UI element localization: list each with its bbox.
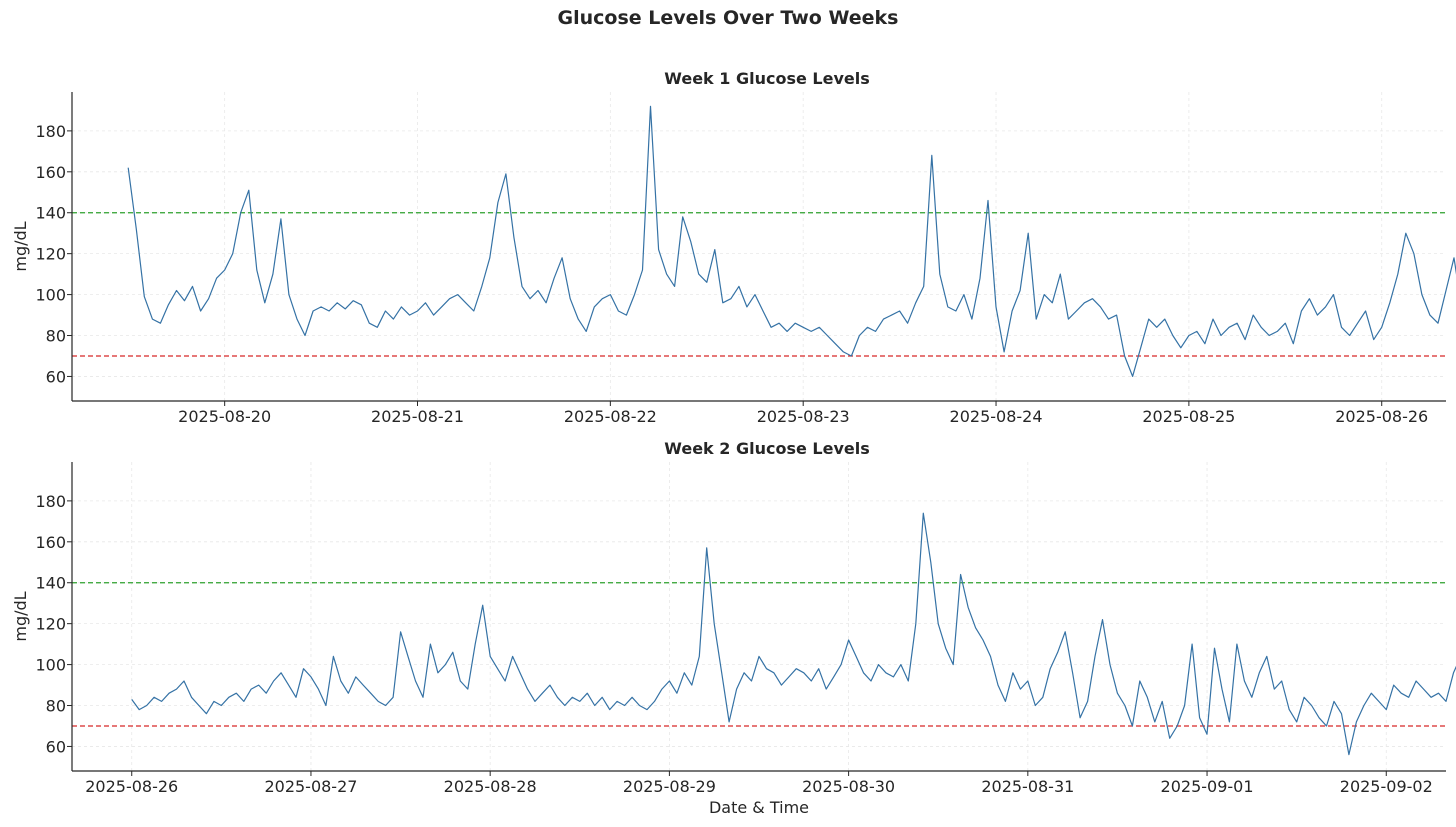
x-tick-label: 2025-08-29 [623,777,716,796]
x-tick-label: 2025-08-25 [1142,407,1235,426]
x-tick-label: 2025-08-22 [564,407,657,426]
x-tick-label: 2025-09-02 [1340,777,1433,796]
y-tick-label: 160 [35,163,66,182]
y-tick-label: 140 [35,204,66,223]
x-tick-label: 2025-08-30 [802,777,895,796]
x-tick-label: 2025-08-31 [981,777,1074,796]
glucose-series-line [127,105,1456,377]
y-tick-label: 180 [35,122,66,141]
y-tick-label: 100 [35,656,66,675]
figure-title: Glucose Levels Over Two Weeks [557,7,899,29]
y-tick-label: 80 [46,697,66,716]
x-tick-label: 2025-08-27 [264,777,357,796]
y-tick-label: 100 [35,286,66,305]
y-tick-label: 60 [46,367,66,386]
x-tick-label: 2025-08-20 [178,407,271,426]
x-tick-label: 2025-08-23 [757,407,850,426]
y-tick-label: 180 [35,492,66,511]
x-tick-label: 2025-08-26 [1335,407,1428,426]
x-tick-label: 2025-08-28 [444,777,537,796]
x-tick-label: 2025-08-24 [950,407,1043,426]
y-tick-label: 80 [46,327,66,346]
y-tick-label: 120 [35,615,66,634]
glucose-series-line [131,512,1456,756]
chart-panel-2: 60 80 100 120 140 160 180 2025-08-26 2025-08-27 2… [11,439,1456,817]
y-tick-label: 60 [46,737,66,756]
x-axis-label: Date & Time [709,798,809,817]
x-tick-label: 2025-08-21 [371,407,464,426]
y-tick-label: 140 [35,574,66,593]
chart-panel-1: 60 80 100 120 140 160 180 2025-08-20 2025-08-21 2… [11,69,1456,426]
panel-title: Week 2 Glucose Levels [664,439,869,458]
x-tick-label: 2025-08-26 [85,777,178,796]
y-tick-label: 120 [35,245,66,264]
x-tick-label: 2025-09-01 [1161,777,1254,796]
y-tick-label: 160 [35,533,66,552]
panel-title: Week 1 Glucose Levels [664,69,869,88]
y-axis-label: mg/dL [11,221,30,271]
y-axis-label: mg/dL [11,591,30,641]
